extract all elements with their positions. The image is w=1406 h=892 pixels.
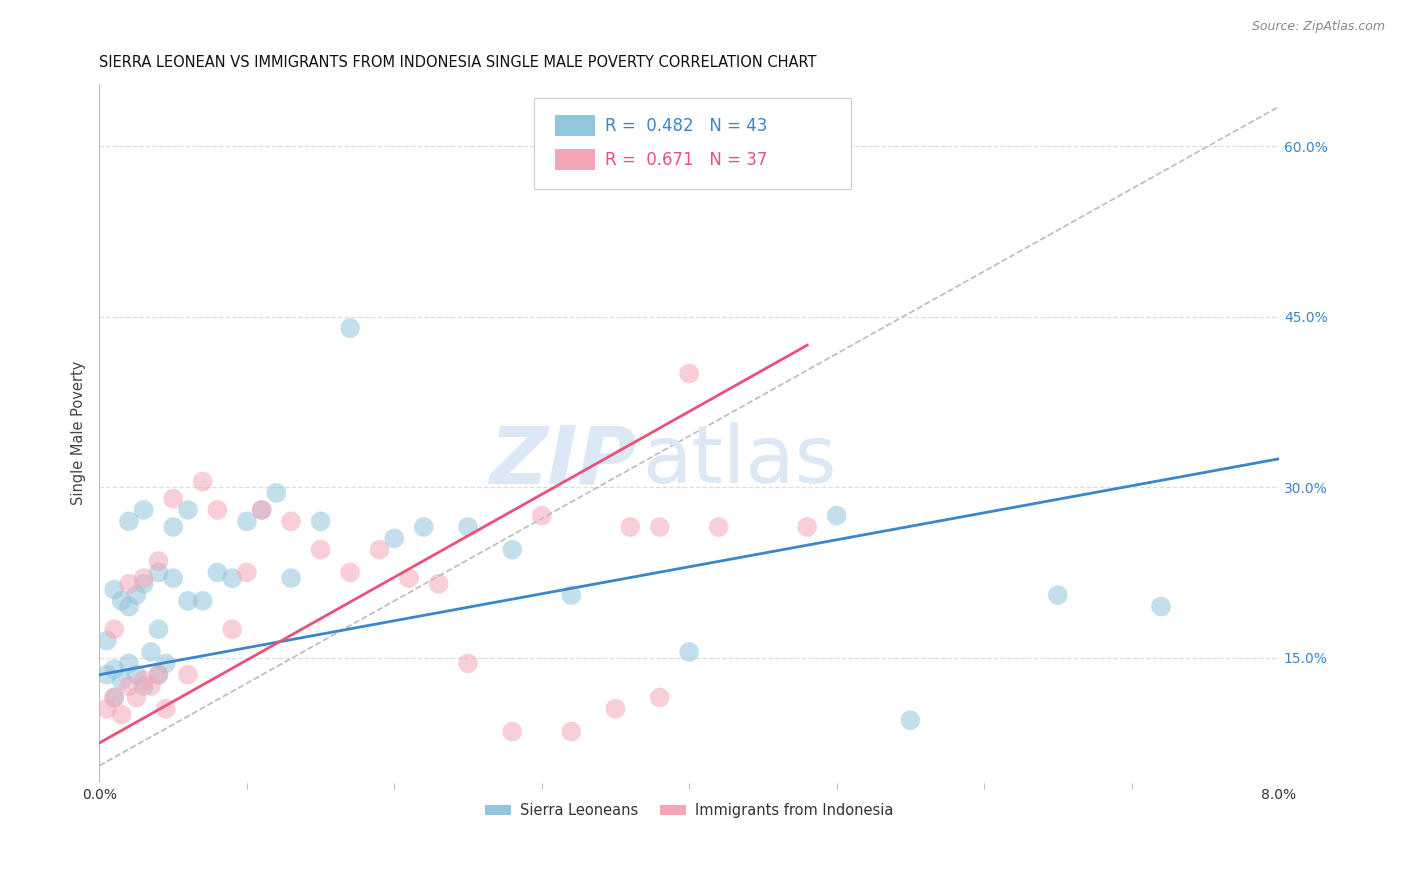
Point	[648, 520, 671, 534]
Point	[118, 577, 141, 591]
Point	[132, 571, 155, 585]
Point	[177, 503, 200, 517]
Point	[530, 508, 553, 523]
Point	[207, 566, 229, 580]
Point	[236, 514, 259, 528]
Point	[110, 707, 132, 722]
Point	[118, 514, 141, 528]
Point	[132, 679, 155, 693]
Y-axis label: Single Male Poverty: Single Male Poverty	[72, 361, 86, 506]
Point	[139, 645, 162, 659]
Point	[103, 582, 125, 597]
Point	[103, 690, 125, 705]
Text: SIERRA LEONEAN VS IMMIGRANTS FROM INDONESIA SINGLE MALE POVERTY CORRELATION CHAR: SIERRA LEONEAN VS IMMIGRANTS FROM INDONE…	[100, 55, 817, 70]
Point	[103, 690, 125, 705]
Point	[103, 662, 125, 676]
Point	[125, 667, 148, 681]
Point	[250, 503, 273, 517]
Point	[162, 520, 184, 534]
Point	[501, 724, 523, 739]
Point	[412, 520, 434, 534]
Point	[280, 571, 302, 585]
Point	[339, 321, 361, 335]
Point	[309, 514, 332, 528]
Point	[148, 566, 170, 580]
Point	[207, 503, 229, 517]
Point	[132, 673, 155, 688]
Point	[110, 594, 132, 608]
Point	[96, 667, 118, 681]
Point	[266, 486, 288, 500]
Text: ZIP: ZIP	[489, 422, 636, 500]
Point	[125, 690, 148, 705]
Point	[619, 520, 641, 534]
Point	[1046, 588, 1069, 602]
Point	[118, 657, 141, 671]
Point	[148, 554, 170, 568]
Point	[648, 690, 671, 705]
Point	[221, 571, 243, 585]
Point	[132, 503, 155, 517]
Point	[382, 532, 405, 546]
Point	[427, 577, 450, 591]
Point	[457, 520, 479, 534]
Point	[191, 594, 214, 608]
Point	[125, 588, 148, 602]
Point	[162, 491, 184, 506]
Point	[825, 508, 848, 523]
Point	[560, 588, 582, 602]
Point	[250, 503, 273, 517]
Point	[309, 542, 332, 557]
Point	[110, 673, 132, 688]
Text: R =  0.482   N = 43: R = 0.482 N = 43	[605, 117, 766, 135]
Text: Source: ZipAtlas.com: Source: ZipAtlas.com	[1251, 20, 1385, 33]
Text: atlas: atlas	[643, 422, 837, 500]
Point	[707, 520, 730, 534]
Point	[398, 571, 420, 585]
Point	[96, 702, 118, 716]
Point	[280, 514, 302, 528]
Point	[155, 657, 177, 671]
Point	[139, 679, 162, 693]
Point	[236, 566, 259, 580]
Point	[560, 724, 582, 739]
Legend: Sierra Leoneans, Immigrants from Indonesia: Sierra Leoneans, Immigrants from Indones…	[479, 797, 900, 824]
Point	[118, 679, 141, 693]
Point	[177, 667, 200, 681]
Text: R =  0.671   N = 37: R = 0.671 N = 37	[605, 151, 766, 169]
Point	[221, 622, 243, 636]
Point	[678, 645, 700, 659]
Point	[678, 367, 700, 381]
Point	[148, 667, 170, 681]
Point	[118, 599, 141, 614]
Point	[368, 542, 391, 557]
Point	[132, 577, 155, 591]
Point	[191, 475, 214, 489]
Point	[898, 713, 921, 727]
Point	[155, 702, 177, 716]
Point	[96, 633, 118, 648]
Point	[148, 667, 170, 681]
Point	[103, 622, 125, 636]
Point	[177, 594, 200, 608]
Point	[796, 520, 818, 534]
Point	[501, 542, 523, 557]
Point	[457, 657, 479, 671]
Point	[162, 571, 184, 585]
Point	[148, 622, 170, 636]
Point	[339, 566, 361, 580]
Point	[605, 702, 627, 716]
Point	[1150, 599, 1173, 614]
